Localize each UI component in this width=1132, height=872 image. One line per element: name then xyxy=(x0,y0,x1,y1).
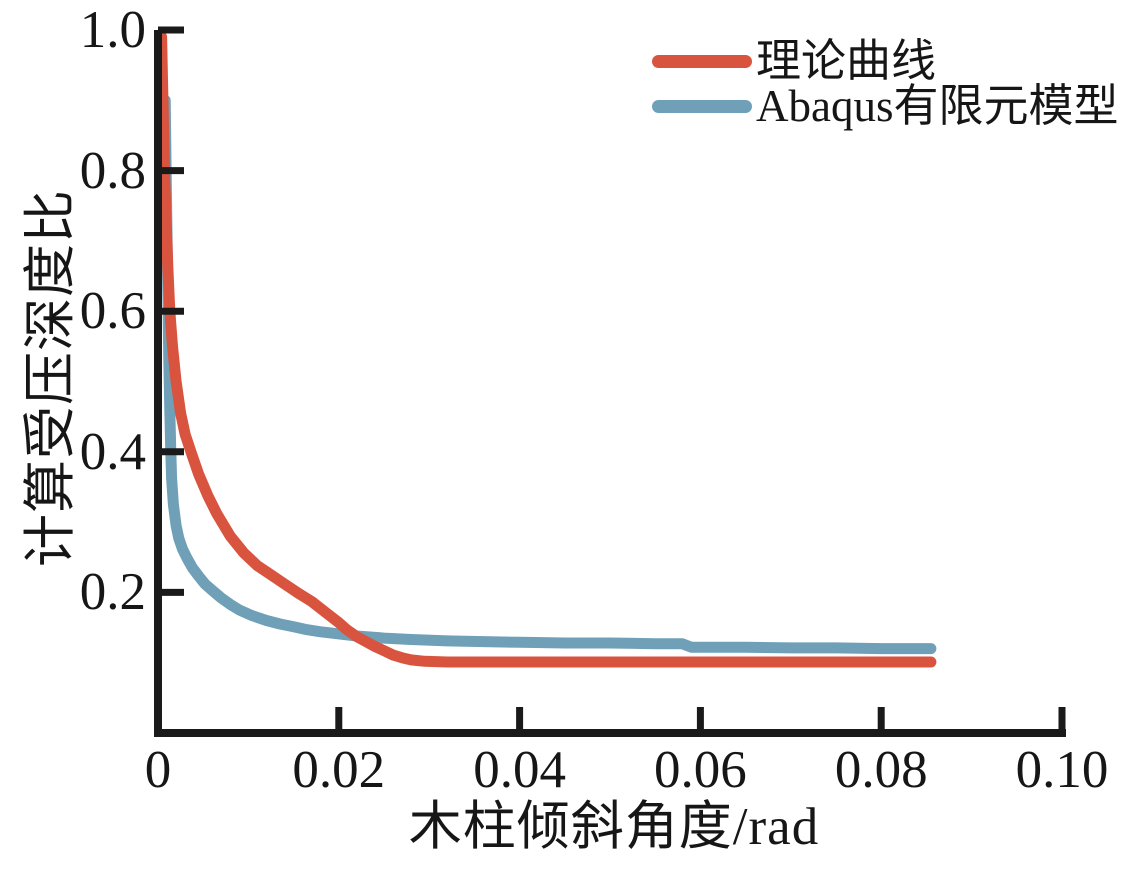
x-tick-label: 0.04 xyxy=(473,741,566,799)
x-tick-label: 0.08 xyxy=(834,741,928,799)
x-tick-label: 0.06 xyxy=(654,741,747,799)
x-tick-label: 0 xyxy=(144,741,172,799)
theory-curve xyxy=(156,31,937,668)
abaqus-line-swatch xyxy=(652,100,752,113)
y-axis-title: 计算受压深度比 xyxy=(22,189,80,567)
y-tick-label: 0.2 xyxy=(79,563,146,622)
x-tick-label: 0.10 xyxy=(1015,741,1109,799)
x-axis-title: 木柱倾斜角度/rad xyxy=(408,798,820,856)
abaqus-curve xyxy=(159,94,937,655)
theory-line-label: 理论曲线 xyxy=(756,36,937,86)
x-tick-label: 0.02 xyxy=(292,741,386,799)
y-tick-label: 1.0 xyxy=(79,1,146,59)
legend: 理论曲线 Abaqus有限元模型 xyxy=(652,39,1118,129)
theory-line-swatch xyxy=(652,55,752,68)
abaqus-line-label: Abaqus有限元模型 xyxy=(756,81,1119,131)
legend-item-theory: 理论曲线 xyxy=(652,39,1118,84)
y-tick-label: 0.4 xyxy=(79,422,146,481)
legend-item-abaqus: Abaqus有限元模型 xyxy=(652,84,1118,129)
y-tick-label: 0.6 xyxy=(79,282,146,341)
y-tick-label: 0.8 xyxy=(79,141,146,200)
